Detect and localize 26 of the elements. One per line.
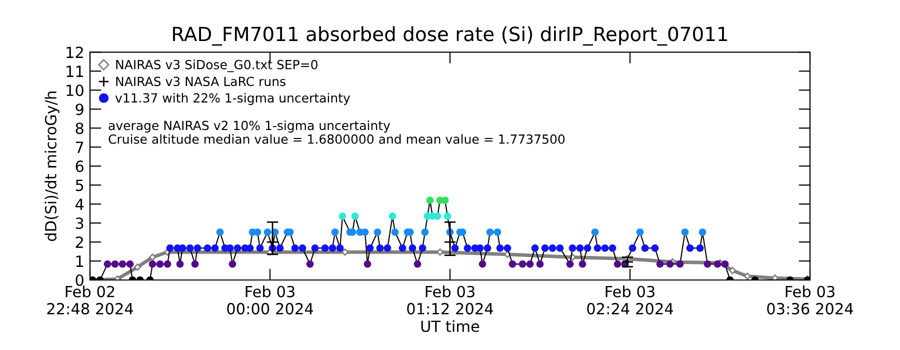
y-tick-label: 11 — [66, 66, 84, 77]
y-tick-label: 10 — [66, 84, 84, 96]
legend-label: NAIRAS v3 NASA LaRC runs — [116, 76, 286, 86]
y-axis-title: dD(Si)/dt microGy/h — [44, 92, 60, 241]
legend-label: NAIRAS v3 SiDose_G0.txt SEP=0 — [116, 60, 318, 72]
y-tick-label: 7 — [76, 142, 84, 153]
y-tick-label: 2 — [76, 236, 83, 248]
x-tick-label: Feb 02 22:48 2024 — [47, 286, 134, 314]
y-tick-label: 9 — [76, 104, 84, 116]
y-tick-label: 3 — [76, 218, 84, 230]
x-tick-label: Feb 03 00:00 2024 — [227, 286, 314, 314]
x-tick-label: Feb 03 03:36 2024 — [767, 286, 854, 314]
annotation: average NAIRAS v2 10% 1-sigma uncertainty — [108, 120, 390, 133]
annotation: Cruise altitude median value = 1.6800000 and mean value = 1.7737500 — [108, 134, 565, 144]
chart-title: RAD_FM7011 absorbed dose rate (Si) dirIP_Report_07011 — [173, 26, 728, 46]
x-tick-label: Feb 03 01:12 2024 — [407, 286, 494, 314]
y-tick-label: 1 — [76, 256, 84, 267]
y-tick-label: 5 — [76, 180, 84, 192]
x-axis-title: UT time — [421, 320, 480, 332]
legend-label: v11.37 with 22% 1-sigma uncertainty — [115, 92, 350, 106]
y-tick-label: 4 — [75, 198, 84, 210]
y-tick-label: 6 — [76, 160, 84, 172]
y-tick-label: 12 — [66, 46, 83, 58]
x-tick-label: Feb 03 02:24 2024 — [587, 286, 674, 314]
y-tick-label: 8 — [76, 122, 84, 134]
y-tick-label: 0 — [76, 274, 84, 286]
